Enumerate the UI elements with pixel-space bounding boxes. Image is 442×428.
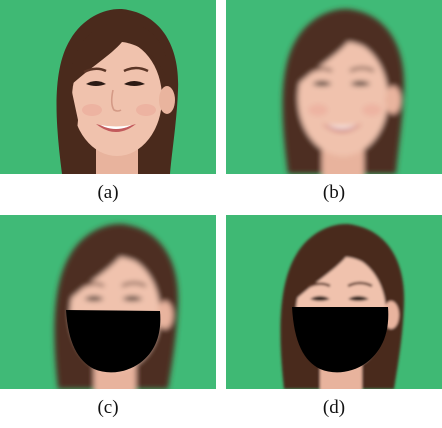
panel-d: (d) <box>226 215 442 423</box>
panel-a: (a) <box>0 0 216 208</box>
panel-c: (c) <box>0 215 216 423</box>
face-photo-original <box>0 0 216 174</box>
caption-a: (a) <box>97 182 119 203</box>
caption-d: (d) <box>322 397 346 418</box>
face-photo-blurred <box>226 0 442 174</box>
face-photo-reconstructed-masked <box>226 215 442 389</box>
black-mask-shape <box>292 307 389 373</box>
face-photo-blurred-masked <box>0 215 216 389</box>
black-mask-shape <box>66 310 161 373</box>
caption-c: (c) <box>97 397 119 418</box>
caption-b: (b) <box>322 182 346 203</box>
panel-b: (b) <box>226 0 442 208</box>
